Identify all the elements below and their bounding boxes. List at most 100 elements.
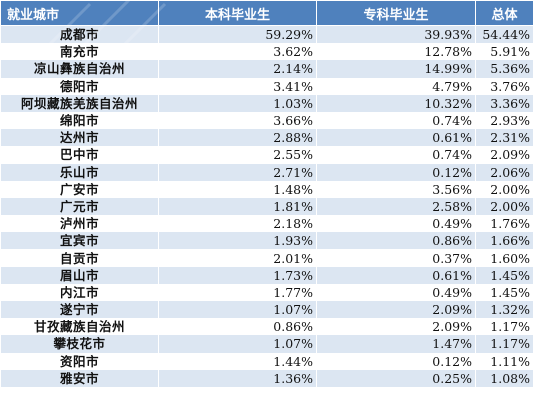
city-cell: 泸州市 [0,215,159,233]
undergrad-cell: 2.55% [158,146,317,164]
junior-cell: 0.86% [316,232,476,250]
junior-cell: 2.58% [316,197,476,216]
table-row: 绵阳市 3.66% 0.74% 2.93% [0,111,533,130]
total-cell: 2.00% [475,180,533,198]
table-row: 资阳市 1.44% 0.12% 1.11% [0,352,533,370]
total-cell: 1.11% [475,352,533,370]
total-cell: 1.32% [475,301,533,319]
junior-cell: 3.56% [316,180,476,198]
junior-cell: 0.49% [316,215,476,233]
table-row: 泸州市 2.18% 0.49% 1.76% [0,215,533,233]
total-cell: 2.09% [475,146,533,164]
table-row: 成都市 59.29% 39.93% 54.44% [0,25,533,44]
table-row: 南充市 3.62% 12.78% 5.91% [0,43,533,61]
city-cell: 自贡市 [0,249,159,267]
total-cell: 3.36% [475,94,533,112]
junior-cell: 1.47% [316,335,476,353]
header-junior: 专科毕业生 [316,0,476,26]
city-cell: 宜宾市 [0,232,159,250]
undergrad-cell: 0.86% [158,318,317,336]
total-cell: 2.31% [475,129,533,147]
undergrad-cell: 1.93% [158,232,317,250]
total-cell: 1.17% [475,335,533,353]
junior-cell: 0.37% [316,249,476,267]
header-total: 总体 [475,0,533,26]
junior-cell: 0.74% [316,146,476,164]
table-row: 巴中市 2.55% 0.74% 2.09% [0,146,533,164]
junior-cell: 10.32% [316,94,476,112]
city-cell: 眉山市 [0,266,159,284]
city-cell: 资阳市 [0,352,159,370]
total-cell: 5.36% [475,60,533,78]
undergrad-cell: 1.48% [158,180,317,198]
undergrad-cell: 1.07% [158,335,317,353]
total-cell: 2.00% [475,197,533,216]
total-cell: 1.08% [475,369,533,387]
undergrad-cell: 2.14% [158,60,317,78]
total-cell: 1.45% [475,266,533,284]
junior-cell: 2.09% [316,301,476,319]
undergrad-cell: 1.03% [158,94,317,112]
city-cell: 德阳市 [0,77,159,95]
city-cell: 广元市 [0,197,159,216]
undergrad-cell: 1.73% [158,266,317,284]
total-cell: 1.76% [475,215,533,233]
undergrad-cell: 1.44% [158,352,317,370]
header-row: 就业城市 本科毕业生 专科毕业生 总体 [0,0,533,26]
junior-cell: 0.12% [316,352,476,370]
city-cell: 雅安市 [0,369,159,387]
city-cell: 甘孜藏族自治州 [0,318,159,336]
table-row: 内江市 1.77% 0.49% 1.45% [0,283,533,301]
junior-cell: 0.25% [316,369,476,387]
table-row: 德阳市 3.41% 4.79% 3.76% [0,77,533,95]
junior-cell: 0.61% [316,129,476,147]
undergrad-cell: 3.41% [158,77,317,95]
city-cell: 阿坝藏族羌族自治州 [0,94,159,112]
city-cell: 南充市 [0,43,159,61]
table-row: 攀枝花市 1.07% 1.47% 1.17% [0,335,533,353]
city-cell: 成都市 [0,25,159,44]
employment-city-table: 就业城市 本科毕业生 专科毕业生 总体 成都市 59.29% 39.93% 54.44… [0,0,533,387]
table-row: 自贡市 2.01% 0.37% 1.60% [0,249,533,267]
city-cell: 巴中市 [0,146,159,164]
header-city: 就业城市 [0,0,159,26]
total-cell: 1.45% [475,283,533,301]
undergrad-cell: 2.01% [158,249,317,267]
city-cell: 凉山彝族自治州 [0,60,159,78]
total-cell: 1.60% [475,249,533,267]
undergrad-cell: 2.71% [158,163,317,181]
table-row: 眉山市 1.73% 0.61% 1.45% [0,266,533,284]
city-cell: 广安市 [0,180,159,198]
table-row: 阿坝藏族羌族自治州 1.03% 10.32% 3.36% [0,94,533,112]
total-cell: 1.66% [475,232,533,250]
table-row: 广元市 1.81% 2.58% 2.00% [0,197,533,216]
junior-cell: 0.12% [316,163,476,181]
total-cell: 1.17% [475,318,533,336]
total-cell: 54.44% [475,25,533,44]
junior-cell: 2.09% [316,318,476,336]
undergrad-cell: 2.18% [158,215,317,233]
junior-cell: 4.79% [316,77,476,95]
city-cell: 达州市 [0,129,159,147]
city-cell: 攀枝花市 [0,335,159,353]
junior-cell: 39.93% [316,25,476,44]
junior-cell: 0.49% [316,283,476,301]
table-row: 广安市 1.48% 3.56% 2.00% [0,180,533,198]
table-row: 甘孜藏族自治州 0.86% 2.09% 1.17% [0,318,533,336]
undergrad-cell: 2.88% [158,129,317,147]
undergrad-cell: 1.77% [158,283,317,301]
junior-cell: 0.61% [316,266,476,284]
total-cell: 2.06% [475,163,533,181]
table-row: 达州市 2.88% 0.61% 2.31% [0,129,533,147]
undergrad-cell: 1.81% [158,197,317,216]
city-cell: 绵阳市 [0,111,159,130]
table-row: 宜宾市 1.93% 0.86% 1.66% [0,232,533,250]
undergrad-cell: 1.07% [158,301,317,319]
city-cell: 内江市 [0,283,159,301]
table-row: 凉山彝族自治州 2.14% 14.99% 5.36% [0,60,533,78]
header-undergrad: 本科毕业生 [158,0,317,26]
city-cell: 遂宁市 [0,301,159,319]
city-cell: 乐山市 [0,163,159,181]
table-row: 遂宁市 1.07% 2.09% 1.32% [0,301,533,319]
junior-cell: 12.78% [316,43,476,61]
